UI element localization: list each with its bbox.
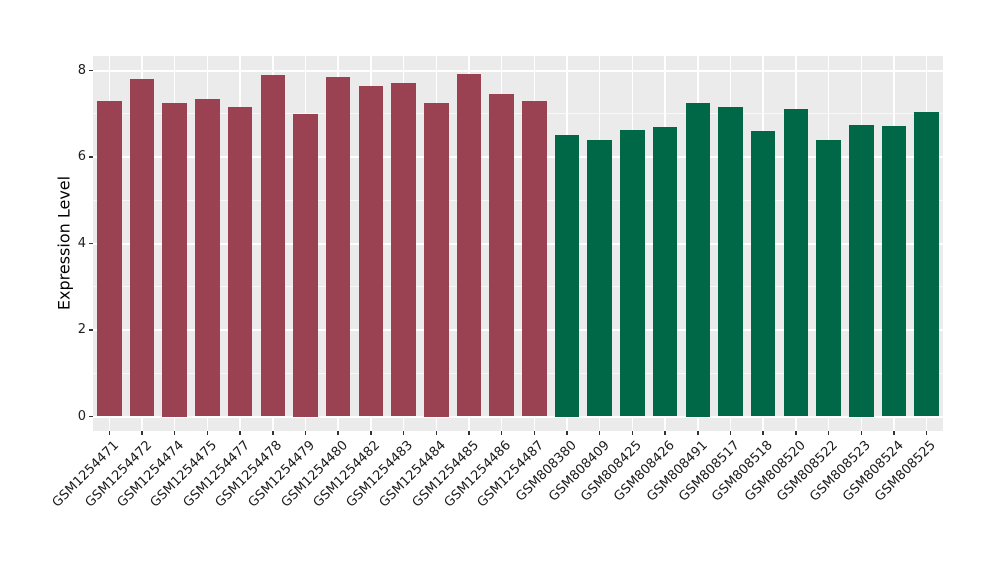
x-tick-mark [500,431,503,435]
bar-GSM808522 [816,139,841,417]
bar-GSM1254484 [424,102,449,417]
gridline-minor [93,286,943,288]
bar-GSM1254487 [522,100,547,417]
x-tick-mark [795,431,797,435]
bar-GSM1254480 [325,76,351,417]
y-tick-label: 6 [77,149,86,164]
x-tick-mark [827,431,830,435]
x-tick-mark [108,431,111,435]
x-tick-mark [141,431,143,435]
bar-GSM808518 [750,131,776,417]
gridline-major [93,415,943,418]
gridline-minor [93,199,943,201]
gridline-minor [93,372,943,374]
bar-GSM1254483 [391,83,416,417]
x-tick-mark [664,431,666,435]
x-tick-mark [304,431,307,435]
bar-GSM808520 [783,109,809,417]
bar-GSM1254475 [195,98,220,417]
gridline-major [93,69,943,72]
x-tick-mark [435,431,438,435]
x-tick-mark [272,431,274,435]
gridline-major [93,242,943,245]
x-tick-mark [533,431,536,435]
bar-GSM1254471 [97,100,122,417]
y-tick-label: 4 [77,235,86,251]
bar-GSM1254472 [129,79,155,417]
x-tick-mark [206,431,209,435]
x-tick-mark [239,431,241,435]
gridline-minor [93,113,943,115]
x-tick-mark [173,431,176,435]
gridline-major [93,156,943,158]
x-tick-mark [598,431,601,435]
bar-GSM808409 [587,139,612,417]
x-tick-mark [337,431,339,435]
x-tick-mark [729,431,732,435]
bar-GSM808524 [881,125,907,417]
bar-GSM1254482 [358,85,384,417]
bar-GSM808491 [685,102,711,417]
y-tick-label: 0 [77,408,86,424]
gridline-major [93,329,943,331]
bar-GSM1254478 [260,74,286,417]
y-tick-label: 8 [77,62,86,78]
x-tick-mark [402,431,405,435]
plot-panel [93,56,943,431]
bar-GSM808380 [554,135,580,417]
y-tick-mark [89,329,93,331]
bar-GSM808525 [914,111,939,417]
bar-GSM1254485 [456,73,482,417]
bar-GSM808426 [652,126,678,417]
bar-GSM1254477 [227,107,253,417]
bar-GSM808523 [849,124,874,417]
bar-GSM1254474 [162,102,187,417]
x-tick-mark [762,431,764,435]
bar-GSM808517 [718,107,743,417]
x-tick-mark [468,431,470,435]
bar-GSM1254479 [293,113,318,417]
y-tick-mark [89,415,93,418]
x-tick-mark [631,431,634,435]
x-tick-mark [860,431,863,435]
x-tick-mark [925,431,928,435]
y-tick-mark [89,242,93,245]
y-tick-mark [89,156,93,158]
bar-GSM1254486 [489,94,514,417]
x-tick-mark [566,431,568,435]
y-tick-label: 2 [77,322,86,337]
x-tick-mark [697,431,699,435]
x-tick-mark [370,431,372,435]
y-tick-mark [89,69,93,72]
bar-GSM808425 [620,130,645,417]
x-tick-mark [893,431,895,435]
